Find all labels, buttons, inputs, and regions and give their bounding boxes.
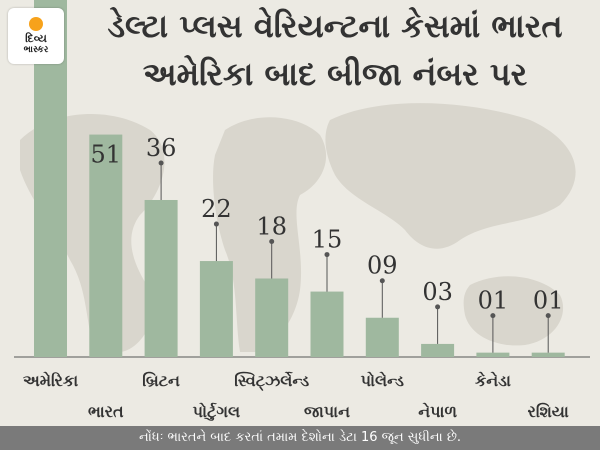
category-label-9: રશિયા (528, 402, 569, 421)
leader-dot-5 (324, 252, 330, 258)
bar-6 (365, 317, 399, 357)
leader-dot-7 (435, 304, 441, 310)
bar-2 (144, 199, 178, 357)
value-label-4: 18 (256, 212, 287, 240)
bar-4 (255, 278, 289, 357)
category-label-6: પોલેન્ડ (361, 370, 404, 390)
map-continent-europe-africa (213, 117, 327, 353)
value-label-3: 22 (201, 195, 232, 223)
category-label-0: અમેરિકા (23, 370, 78, 390)
bar-7 (421, 343, 455, 357)
category-label-8: કેનેડા (475, 370, 511, 390)
leader-dot-6 (379, 278, 385, 284)
category-label-7: નેપાળ (418, 401, 457, 421)
headline-line2: અમેરિકા બાદ બીજા નંબર પર (142, 55, 528, 93)
value-label-6: 09 (367, 252, 398, 280)
map-continent-oceania (463, 276, 564, 346)
bar-3 (199, 261, 233, 357)
category-label-2: બ્રિટન (142, 371, 180, 390)
bar-8 (476, 352, 510, 357)
category-label-4: સ્વિટ્ઝર્લેન્ડ (234, 370, 309, 392)
bar-9 (531, 352, 565, 357)
bar-5 (310, 291, 344, 357)
category-label-5: જાપાન (304, 402, 350, 421)
divya-bhaskar-logo: દિવ્ય ભાસ્કર (8, 8, 64, 64)
leader-dot-2 (158, 160, 164, 166)
logo-text-line1: દિવ્ય (25, 31, 47, 45)
leader-dot-9 (545, 313, 551, 319)
value-label-7: 03 (422, 278, 453, 306)
bar-1 (89, 134, 123, 357)
footnote: નોંધઃ ભારતને બાદ કરતાં તમામ દેશોના ડેટા … (0, 426, 600, 450)
leader-dot-4 (269, 238, 275, 244)
map-continent-asia (325, 103, 576, 249)
value-label-8: 01 (478, 287, 509, 315)
category-label-1: ભારત (88, 402, 124, 421)
world-map-background (20, 103, 576, 353)
leader-dot-8 (490, 313, 496, 319)
logo-text-line2: ભાસ્કર (23, 44, 49, 55)
headline-line1: ડેલ્ટા પ્લસ વેરિયન્ટના કેસમાં ભારત (107, 7, 563, 45)
leader-dot-3 (213, 221, 219, 227)
value-label-5: 15 (312, 226, 343, 254)
value-label-2: 36 (146, 134, 177, 162)
value-label-1: 51 (91, 141, 122, 169)
category-label-3: પોર્ટુગલ (193, 401, 240, 422)
value-label-9: 01 (533, 287, 564, 315)
sun-icon (29, 16, 43, 31)
